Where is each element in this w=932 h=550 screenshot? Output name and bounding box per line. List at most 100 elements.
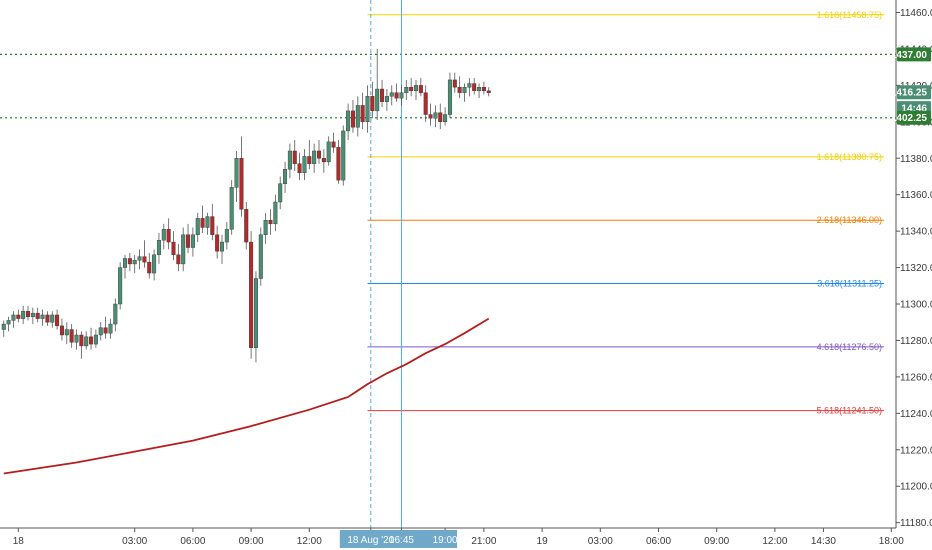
candle-77 <box>375 48 380 120</box>
candle-17 <box>84 331 89 350</box>
candle-27 <box>132 254 137 274</box>
candle-73 <box>355 96 360 137</box>
time-badge-label-7: 19:00 <box>433 535 458 546</box>
candle-75 <box>365 85 370 133</box>
candle-84 <box>409 78 414 97</box>
candle-4 <box>21 305 26 325</box>
price-tick-label-4: 11260.00 <box>900 372 932 383</box>
price-tick-label-6: 11300.00 <box>900 300 932 311</box>
candle-26 <box>127 253 132 272</box>
candle-1 <box>6 316 11 332</box>
candle-48 <box>234 150 239 202</box>
price-tick-label-2: 11220.00 <box>900 445 932 456</box>
time-badge-label-5: 18 Aug '20 <box>347 535 394 546</box>
vertical-markers <box>370 0 402 528</box>
candle-37 <box>181 227 186 272</box>
candle-94 <box>457 76 462 99</box>
candle-19 <box>93 329 98 348</box>
price-tick-label-8: 11340.00 <box>900 227 932 238</box>
candle-56 <box>273 194 278 232</box>
candle-10 <box>50 311 55 328</box>
candle-33 <box>161 223 166 250</box>
time-tick-label-0: 18 <box>13 536 25 547</box>
candle-40 <box>195 212 200 243</box>
candle-97 <box>472 78 477 95</box>
price-axis[interactable]: 11180.00 11200.00 11220.00 11240.00 11260.00… <box>895 0 932 550</box>
candle-0 <box>1 320 6 337</box>
candle-96 <box>467 78 472 97</box>
time-tick-label-9: 19 <box>537 536 549 547</box>
candle-12 <box>59 318 64 341</box>
candle-29 <box>142 240 147 268</box>
candle-69 <box>336 140 341 184</box>
candle-80 <box>389 85 394 106</box>
candle-66 <box>321 149 326 173</box>
candle-100 <box>486 87 491 97</box>
candle-45 <box>219 234 224 264</box>
candle-50 <box>244 201 249 250</box>
price-tick-label-14: 11460.00 <box>900 8 932 19</box>
candle-64 <box>312 143 317 173</box>
price-badge-3: 11402.25 <box>886 110 931 125</box>
price-badges: 11416.25 14:46 11437.00 11402.25 <box>886 47 931 125</box>
candle-25 <box>122 254 127 279</box>
candle-38 <box>186 223 191 254</box>
candle-23 <box>113 298 118 332</box>
candle-61 <box>297 152 302 181</box>
price-badge-label-2: 11437.00 <box>886 50 928 61</box>
candle-36 <box>176 243 181 272</box>
candle-86 <box>418 78 423 97</box>
time-axis-background <box>0 528 932 550</box>
price-badge-0: 11416.25 <box>886 85 931 100</box>
candle-8 <box>40 309 45 326</box>
candle-14 <box>69 324 74 348</box>
fib-level-label-2: 2.618(11346.00) <box>817 215 882 225</box>
candle-81 <box>394 83 399 102</box>
candle-57 <box>278 176 283 210</box>
candle-59 <box>287 143 292 179</box>
price-badge-label-3: 11402.25 <box>886 113 928 124</box>
time-tick-label-1: 03:00 <box>122 536 147 547</box>
candle-78 <box>380 79 385 108</box>
candle-83 <box>404 79 409 100</box>
candle-47 <box>229 180 234 235</box>
candle-18 <box>89 327 94 350</box>
candle-35 <box>171 231 176 261</box>
candle-31 <box>152 249 157 281</box>
candle-55 <box>268 209 273 235</box>
candle-68 <box>331 132 336 153</box>
candle-24 <box>118 262 123 310</box>
time-tick-label-12: 09:00 <box>704 536 729 547</box>
price-badge-label-0: 11416.25 <box>886 88 928 99</box>
candle-72 <box>350 99 355 133</box>
candle-60 <box>292 140 297 172</box>
candle-90 <box>438 103 443 130</box>
price-badge-2: 11437.00 <box>886 47 931 62</box>
fib-level-label-0: 1.618(11458.75) <box>817 10 882 20</box>
price-tick-label-1: 11200.00 <box>900 482 932 493</box>
fib-level-label-1: 1.618(11380.75) <box>817 152 882 162</box>
candle-6 <box>30 307 35 325</box>
price-tick-label-0: 11180.00 <box>900 518 932 529</box>
price-tick-label-3: 11240.00 <box>900 409 932 420</box>
candle-20 <box>98 322 103 341</box>
candle-87 <box>423 85 428 122</box>
candle-63 <box>307 140 312 170</box>
candle-30 <box>147 253 152 279</box>
price-badge-label-1: 14:46 <box>901 104 927 115</box>
candle-13 <box>64 322 69 345</box>
candle-43 <box>210 203 215 241</box>
time-tick-label-8: 21:00 <box>471 536 496 547</box>
moving-average <box>3 317 490 475</box>
candle-7 <box>35 307 40 323</box>
candle-11 <box>55 309 60 330</box>
time-tick-label-10: 03:00 <box>588 536 613 547</box>
price-tick-label-5: 11280.00 <box>900 336 932 347</box>
fib-level-label-4: 4.618(11276.50) <box>817 342 882 352</box>
candle-42 <box>205 212 210 235</box>
time-tick-label-11: 06:00 <box>646 536 671 547</box>
time-axis[interactable]: 18 03:00 06:00 09:00 12:00 21:00 19 03:00 06:00 0… <box>0 527 932 550</box>
candle-99 <box>481 81 486 95</box>
